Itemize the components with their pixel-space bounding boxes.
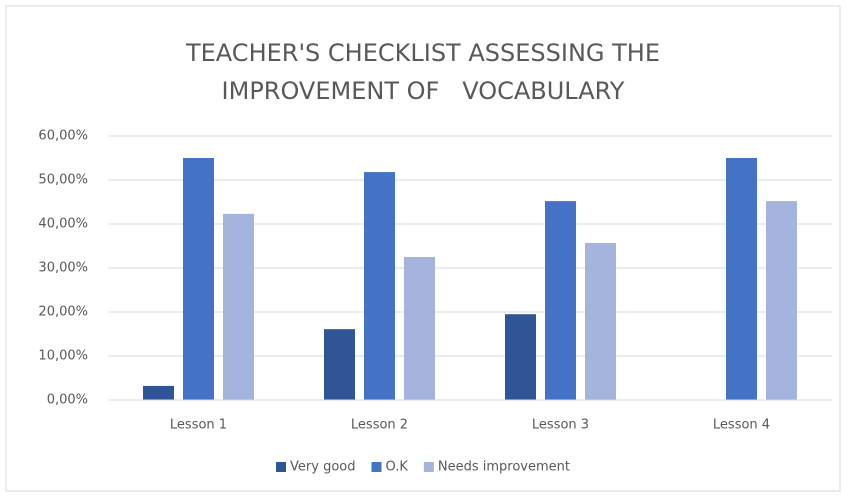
bar	[545, 201, 576, 400]
bar	[404, 257, 435, 400]
legend-label: Very good	[290, 460, 355, 475]
bar	[766, 201, 797, 400]
bar	[726, 158, 757, 400]
chart-border	[5, 5, 841, 492]
bar	[324, 329, 355, 400]
legend-swatch	[423, 462, 434, 472]
chart-title: TEACHER'S CHECKLIST ASSESSING THE	[185, 39, 660, 67]
chart-title: IMPROVEMENT OF VOCABULARY	[222, 77, 625, 105]
legend-label: O.K	[385, 460, 408, 475]
bar	[585, 242, 616, 400]
y-tick-label: 30,00%	[38, 261, 88, 276]
bar	[364, 172, 395, 400]
y-tick-label: 60,00%	[38, 129, 88, 144]
x-tick-label: Lesson 2	[351, 418, 408, 433]
legend-swatch	[276, 462, 287, 472]
bar	[223, 213, 254, 400]
x-tick-label: Lesson 1	[170, 418, 227, 433]
bar	[183, 158, 214, 400]
bar	[505, 314, 536, 400]
y-tick-label: 40,00%	[38, 217, 88, 232]
x-tick-label: Lesson 3	[532, 418, 589, 433]
y-tick-label: 10,00%	[38, 349, 88, 364]
y-tick-label: 0,00%	[47, 393, 88, 408]
bar	[143, 385, 174, 400]
legend-label: Needs improvement	[438, 460, 570, 475]
y-tick-label: 50,00%	[38, 173, 88, 188]
legend-swatch	[371, 462, 382, 472]
y-tick-label: 20,00%	[38, 305, 88, 320]
x-tick-label: Lesson 4	[713, 418, 770, 433]
